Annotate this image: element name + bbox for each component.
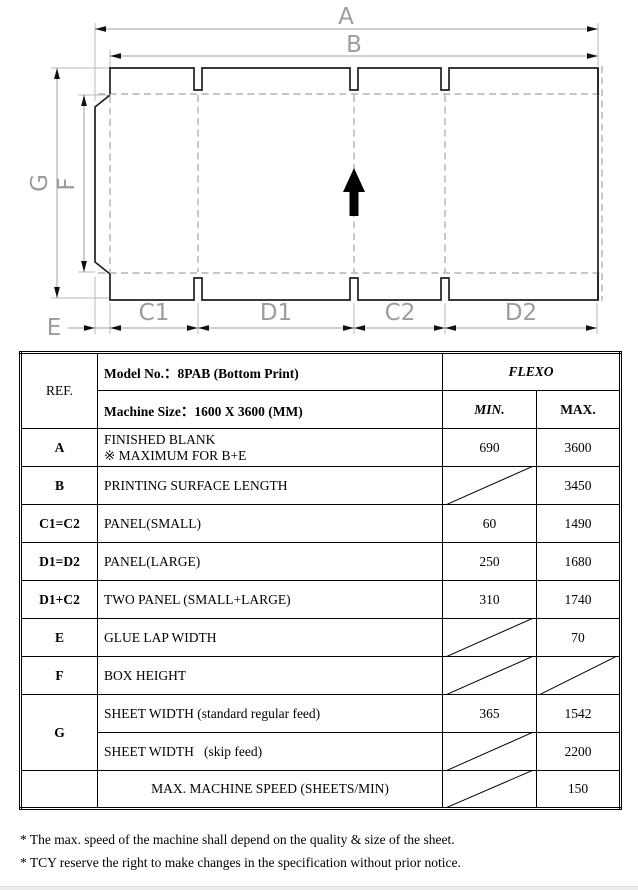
model-no-cell: Model No.：8PAB (Bottom Print) (97, 352, 443, 391)
max-header-cell: MAX. (535, 390, 622, 429)
table-row: F BOX HEIGHT (20, 656, 622, 695)
table-row: D1=D2 PANEL(LARGE) 250 1680 (20, 542, 622, 581)
max-cell: 1490 (535, 504, 622, 543)
dim-label-d1: D1 (260, 300, 292, 326)
max-cell: 3450 (535, 466, 622, 505)
desc-line1: FINISHED BLANK (104, 431, 216, 447)
desc-cell: PANEL(LARGE) (97, 542, 443, 581)
glue-lap-edge (94, 94, 111, 275)
header-row-1: REF. Model No.：8PAB (Bottom Print) FLEXO (20, 352, 622, 429)
max-cell: 70 (535, 618, 622, 657)
dim-label-c2: C2 (385, 300, 416, 326)
note-spec-change: * TCY reserve the right to make changes … (20, 854, 461, 870)
table-row: B PRINTING SURFACE LENGTH 3450 (20, 466, 622, 505)
blank-outline (94, 67, 599, 301)
desc-cell: SHEET WIDTH (skip feed) (97, 732, 443, 771)
max-cell: 1680 (535, 542, 622, 581)
ref-cell: E (20, 618, 98, 657)
dim-label-c1: C1 (139, 300, 170, 326)
ref-cell: B (20, 466, 98, 505)
min-cell-na (442, 466, 537, 505)
top-flaps-edge (109, 67, 599, 94)
ref-cell: D1+C2 (20, 580, 98, 619)
min-cell-na (442, 732, 537, 771)
desc-cell: GLUE LAP WIDTH (97, 618, 443, 657)
ref-cell-empty (20, 770, 98, 809)
box-blank-diagram: A B G F E C1 D1 C2 D2 (27, 4, 603, 341)
table-row: C1=C2 PANEL(SMALL) 60 1490 (20, 504, 622, 543)
desc-cell: MAX. MACHINE SPEED (SHEETS/MIN) (97, 770, 443, 809)
desc-cell: PRINTING SURFACE LENGTH (97, 466, 443, 505)
desc-cell: PANEL(SMALL) (97, 504, 443, 543)
table-row: D1+C2 TWO PANEL (SMALL+LARGE) 310 1740 (20, 580, 622, 619)
header-row-2: Machine Size：1600 X 3600 (MM) MIN. MAX. (21, 390, 622, 429)
dim-label-a: A (338, 4, 354, 30)
table-row: E GLUE LAP WIDTH 70 (20, 618, 622, 657)
dim-label-g: G (27, 174, 53, 192)
table-row: SHEET WIDTH (skip feed) 2200 (21, 732, 622, 771)
max-cell-na (535, 656, 622, 695)
ref-header-cell: REF. (20, 352, 98, 429)
min-header-cell: MIN. (442, 390, 537, 429)
min-cell: 690 (442, 428, 537, 467)
extension-lines (51, 23, 599, 334)
max-cell: 1740 (535, 580, 622, 619)
dimension-arrowheads (54, 26, 598, 331)
min-cell: 250 (442, 542, 537, 581)
max-cell: 150 (535, 770, 622, 809)
page-bottom-edge (0, 886, 638, 890)
dimension-lines (56, 28, 598, 329)
min-cell: 310 (442, 580, 537, 619)
dim-label-d2: D2 (505, 300, 537, 326)
min-cell: 365 (442, 694, 537, 733)
max-cell: 3600 (535, 428, 622, 467)
min-cell: 60 (442, 504, 537, 543)
desc-cell: BOX HEIGHT (97, 656, 443, 695)
ref-cell: D1=D2 (20, 542, 98, 581)
max-cell: 2200 (535, 732, 622, 771)
max-cell: 1542 (535, 694, 622, 733)
table-row: G SHEET WIDTH (standard regular feed) 36… (20, 694, 622, 771)
desc-line2: ※ MAXIMUM FOR B+E (104, 447, 247, 463)
desc-cell: SHEET WIDTH (standard regular feed) (97, 694, 443, 733)
ref-cell: A (20, 428, 98, 467)
machine-size-cell: Machine Size：1600 X 3600 (MM) (97, 390, 443, 429)
note-max-speed: * The max. speed of the machine shall de… (20, 832, 455, 847)
ref-cell: C1=C2 (20, 504, 98, 543)
ref-cell-g: G (20, 694, 98, 771)
footnotes: * The max. speed of the machine shall de… (20, 829, 461, 875)
feed-direction-arrow-icon (343, 168, 365, 216)
min-cell-na (442, 618, 537, 657)
dim-label-e: E (47, 315, 62, 341)
dim-label-f: F (54, 177, 80, 190)
ref-cell: F (20, 656, 98, 695)
desc-cell: TWO PANEL (SMALL+LARGE) (97, 580, 443, 619)
process-header-cell: FLEXO (441, 352, 622, 391)
table-row: MAX. MACHINE SPEED (SHEETS/MIN) 150 (20, 770, 622, 809)
crease-lines (98, 66, 603, 301)
spec-table: REF. Model No.：8PAB (Bottom Print) FLEXO… (19, 351, 623, 810)
min-cell-na (442, 770, 537, 809)
table-row: A FINISHED BLANK ※ MAXIMUM FOR B+E 690 3… (20, 428, 622, 467)
min-cell-na (442, 656, 537, 695)
desc-cell: FINISHED BLANK ※ MAXIMUM FOR B+E (97, 428, 443, 467)
bottom-flaps-edge (109, 274, 599, 301)
dim-label-b: B (346, 32, 362, 58)
